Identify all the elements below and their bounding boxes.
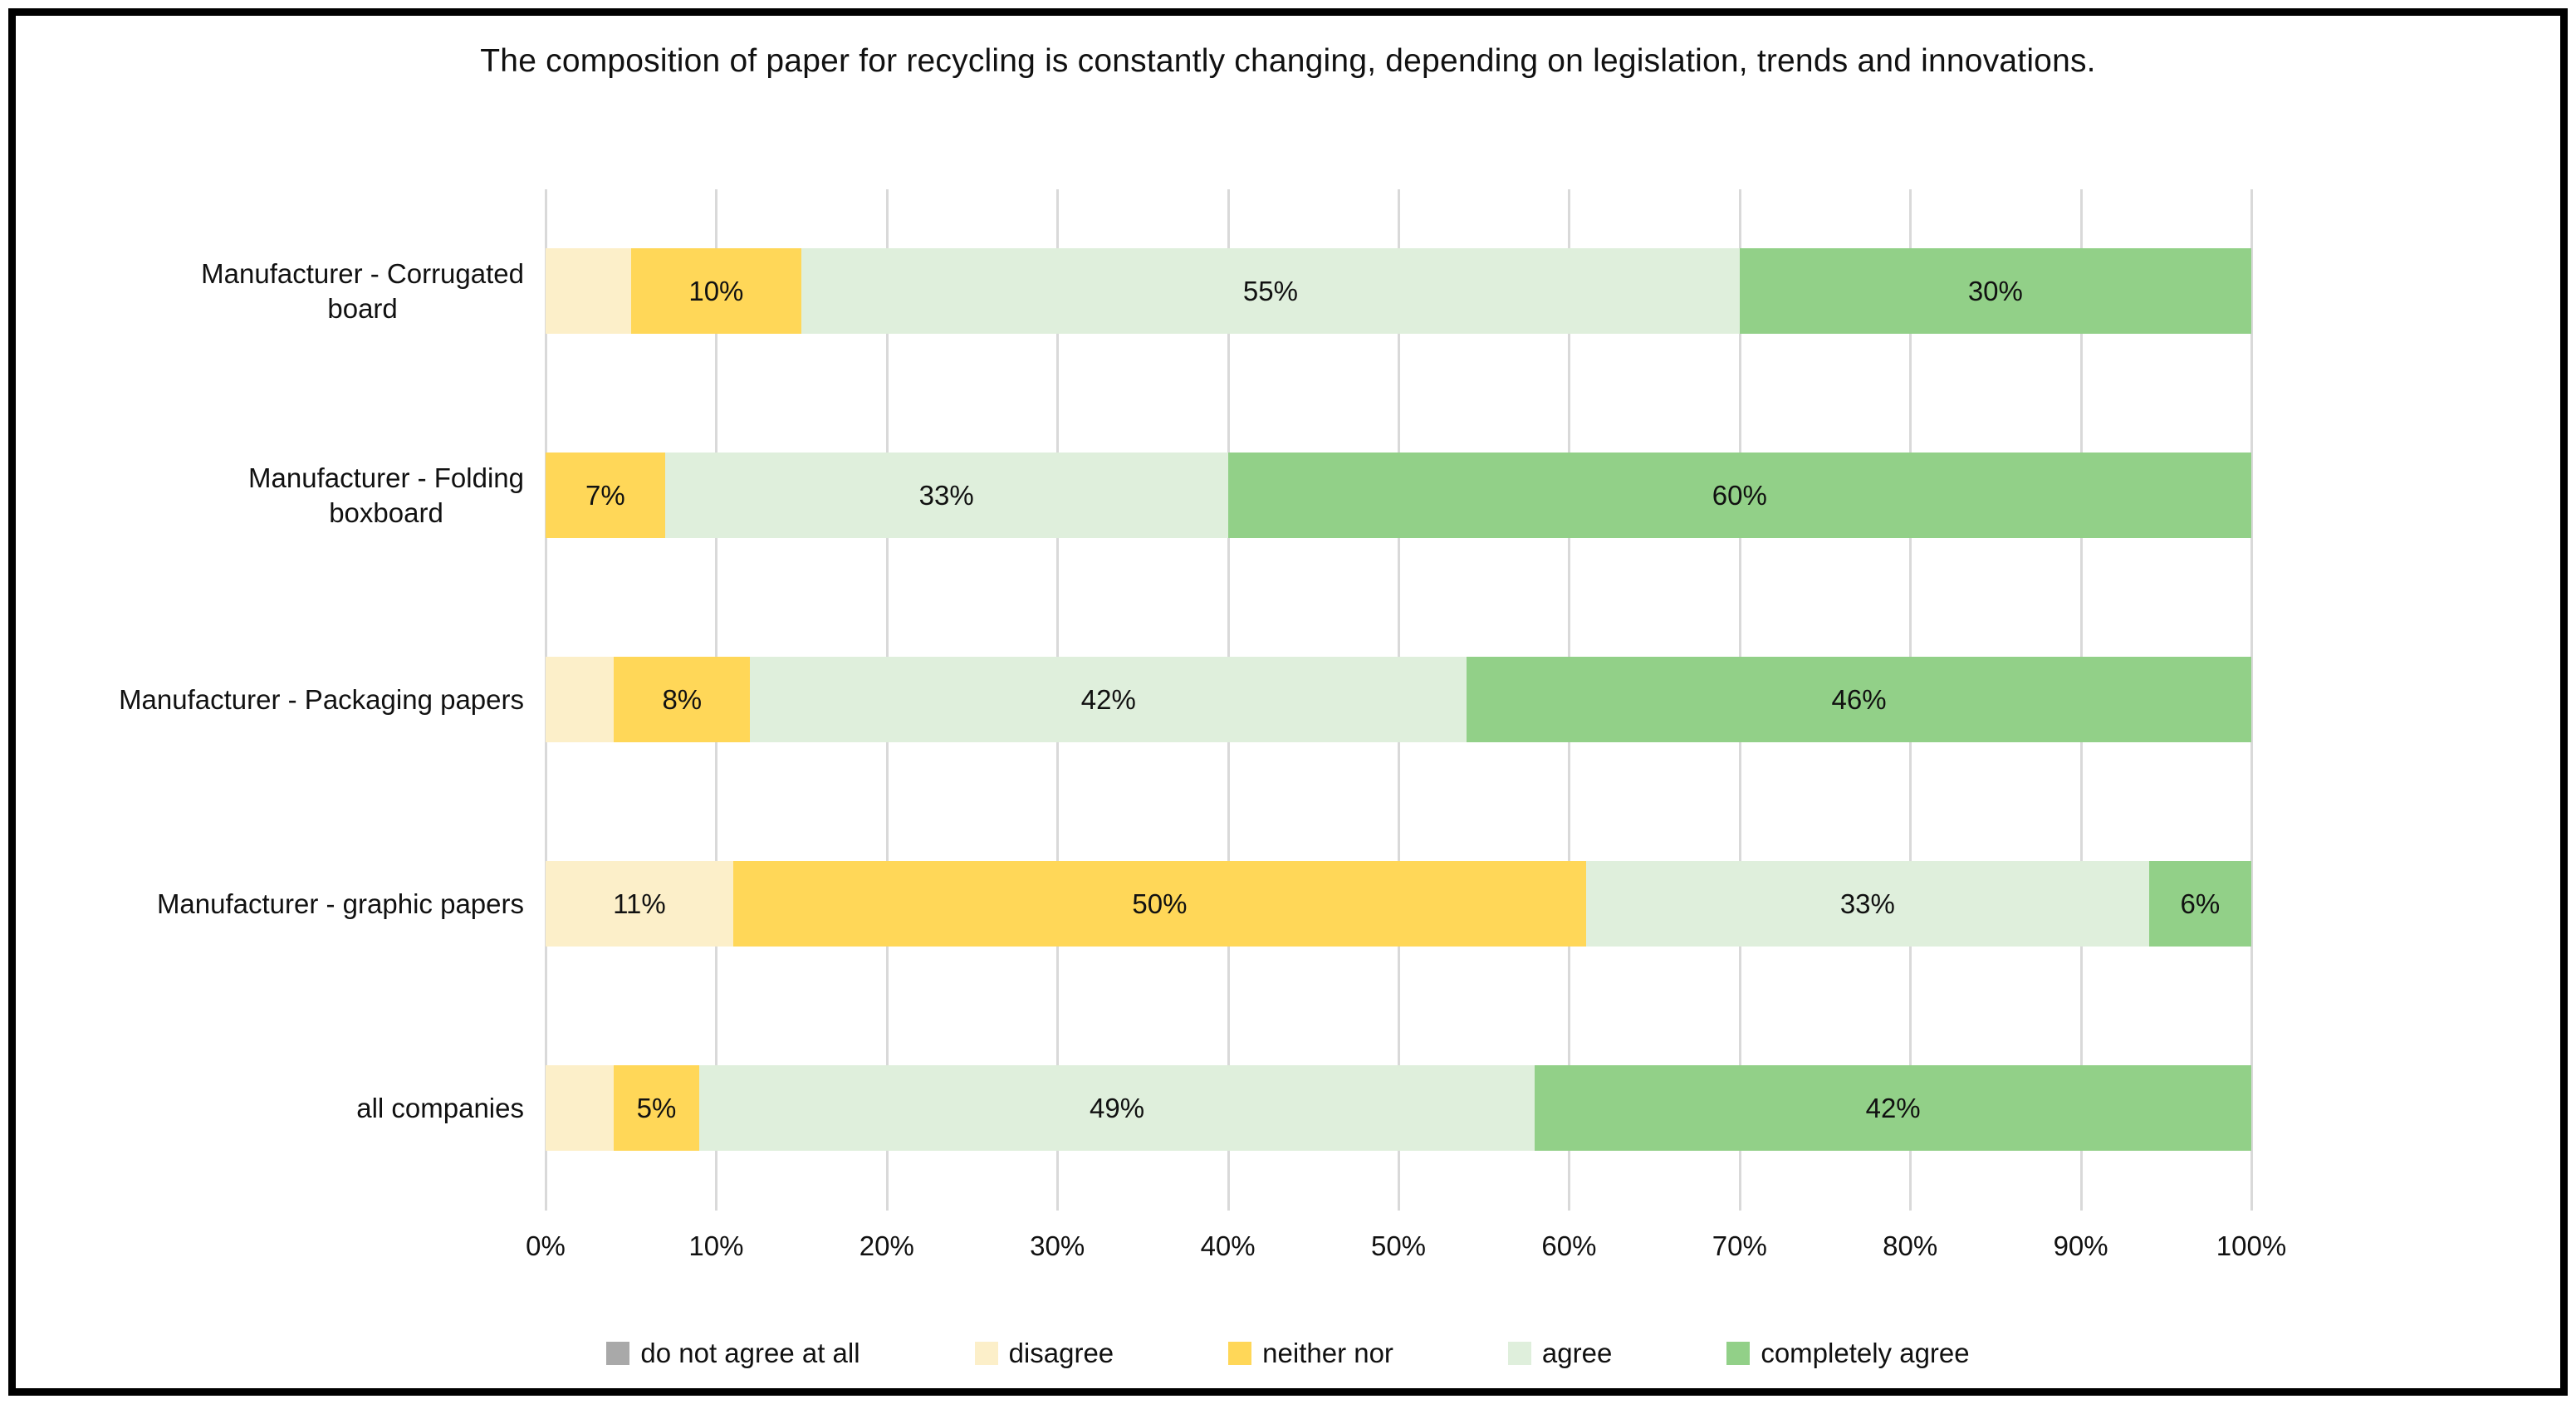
legend-swatch-icon <box>1507 1342 1531 1365</box>
category-label: Manufacturer - graphic papers <box>156 888 524 919</box>
data-label: 11% <box>613 888 666 919</box>
stacked-bar: 11% 50% 33% 6% <box>546 861 2251 947</box>
category-label: Manufacturer - Corrugated board <box>201 257 524 324</box>
legend-item: neither nor <box>1228 1338 1393 1369</box>
legend-item: agree <box>1507 1338 1613 1369</box>
bar-segment-disagree: 11% <box>546 861 733 947</box>
category-label: Manufacturer - Folding boxboard <box>248 462 524 528</box>
data-label: 33% <box>918 479 974 511</box>
data-label: 49% <box>1090 1092 1145 1123</box>
legend-label: do not agree at all <box>640 1338 860 1368</box>
bar-segment-agree: 49% <box>698 1065 1535 1151</box>
x-tick-label: 40% <box>1200 1230 1256 1261</box>
bar-row: 8% 42% 46% <box>546 598 2251 802</box>
value-axis: 0% 10% 20% 30% 40% 50% 60% 70% 80% 90% 100% <box>526 1230 2286 1264</box>
chart-title: The composition of paper for recycling i… <box>480 43 2096 79</box>
data-label: 55% <box>1242 275 1298 306</box>
legend-swatch-icon <box>606 1342 630 1365</box>
bar-segment-agree: 33% <box>664 453 1228 538</box>
legend-label: completely agree <box>1761 1338 1970 1368</box>
bar-row: 5% 49% 42% <box>546 1006 2251 1211</box>
data-label: 46% <box>1831 683 1887 715</box>
bar-segment-neither-nor: 5% <box>614 1065 699 1151</box>
bar-segment-completely-agree: 6% <box>2148 861 2251 947</box>
x-tick-label: 20% <box>859 1230 914 1261</box>
bar-row: 11% 50% 33% 6% <box>546 802 2251 1006</box>
legend-label: agree <box>1541 1338 1613 1368</box>
bar-row: 10% 55% 30% <box>546 189 2251 394</box>
bar-segment-completely-agree: 30% <box>1739 248 2251 334</box>
data-label: 6% <box>2180 888 2221 919</box>
legend-swatch-icon <box>1228 1342 1252 1365</box>
x-tick-label: 0% <box>526 1230 566 1261</box>
bar-segment-neither-nor: 7% <box>546 453 665 538</box>
x-tick-label: 50% <box>1370 1230 1427 1261</box>
category-label: Manufacturer - Packaging papers <box>119 683 524 715</box>
x-tick-label: 80% <box>1883 1230 1938 1261</box>
bar-segment-completely-agree: 46% <box>1467 657 2251 742</box>
legend-item: do not agree at all <box>606 1338 860 1369</box>
legend-swatch-icon <box>1726 1342 1751 1365</box>
data-label: 5% <box>636 1092 677 1123</box>
x-tick-label: 60% <box>1541 1230 1597 1261</box>
stacked-bar: 5% 49% 42% <box>546 1065 2251 1151</box>
x-tick-label: 30% <box>1030 1230 1085 1261</box>
bar-segment-agree: 55% <box>801 248 1740 334</box>
data-label: 33% <box>1839 888 1895 919</box>
bar-segment-disagree <box>546 657 615 742</box>
gridline <box>2250 189 2253 1211</box>
stacked-bar: 8% 42% 46% <box>546 657 2251 742</box>
bar-segment-completely-agree: 42% <box>1535 1065 2251 1151</box>
data-label: 7% <box>585 479 625 511</box>
stacked-bar: 7% 33% 60% <box>546 453 2251 538</box>
bar-segment-agree: 33% <box>1585 861 2149 947</box>
data-label: 42% <box>1865 1092 1921 1123</box>
bar-segment-neither-nor: 8% <box>614 657 751 742</box>
data-label: 10% <box>688 275 744 306</box>
bar-row: 7% 33% 60% <box>546 394 2251 598</box>
legend-item: completely agree <box>1726 1338 1970 1369</box>
x-tick-label: 10% <box>688 1230 744 1261</box>
data-label: 30% <box>1967 275 2023 306</box>
legend-swatch-icon <box>974 1342 998 1365</box>
bar-segment-completely-agree: 60% <box>1227 453 2251 538</box>
bar-segment-neither-nor: 10% <box>630 248 802 334</box>
data-label: 42% <box>1080 683 1136 715</box>
data-label: 8% <box>662 683 703 715</box>
data-label: 50% <box>1132 888 1188 919</box>
category-label: all companies <box>356 1092 524 1123</box>
bar-segment-disagree <box>546 1065 615 1151</box>
x-tick-label: 70% <box>1712 1230 1767 1261</box>
bar-segment-agree: 42% <box>750 657 1467 742</box>
legend-item: disagree <box>974 1338 1114 1369</box>
bar-segment-disagree <box>546 248 631 334</box>
legend-label: disagree <box>1008 1338 1114 1368</box>
bar-segment-neither-nor: 50% <box>732 861 1586 947</box>
x-tick-label: 100% <box>2216 1230 2287 1261</box>
data-label: 60% <box>1712 479 1767 511</box>
stacked-bar: 10% 55% 30% <box>546 248 2251 334</box>
legend-label: neither nor <box>1262 1338 1393 1368</box>
x-tick-label: 90% <box>2053 1230 2108 1261</box>
plot-area: 10% 55% 30% 7% 33% 60% 8% 42% 46% 11% 50% 33% 6% 5% 49… <box>545 189 2253 1211</box>
legend: do not agree at all disagree neither nor ag… <box>0 1333 2576 1373</box>
